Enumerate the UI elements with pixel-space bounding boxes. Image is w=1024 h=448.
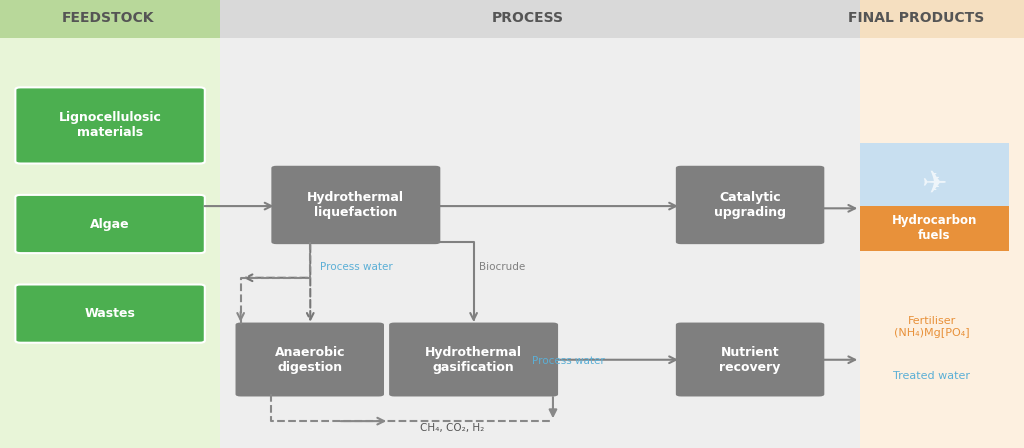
Text: Anaerobic
digestion: Anaerobic digestion [274, 345, 345, 374]
Text: FINAL PRODUCTS: FINAL PRODUCTS [848, 11, 985, 25]
Text: Biocrude: Biocrude [478, 262, 525, 271]
Text: Wastes: Wastes [85, 307, 135, 320]
FancyBboxPatch shape [15, 87, 205, 164]
Bar [860, 143, 1009, 251]
Bar [0, 0, 220, 448]
Text: Algae: Algae [90, 217, 130, 231]
Text: Catalytic
upgrading: Catalytic upgrading [714, 191, 786, 219]
FancyBboxPatch shape [676, 323, 824, 396]
Text: Hydrocarbon
fuels: Hydrocarbon fuels [892, 215, 977, 242]
Bar [860, 143, 1009, 206]
Bar [220, 0, 860, 38]
FancyBboxPatch shape [676, 166, 824, 244]
FancyBboxPatch shape [236, 323, 384, 396]
Bar [860, 0, 1024, 38]
FancyBboxPatch shape [389, 323, 558, 396]
FancyBboxPatch shape [271, 166, 440, 244]
Text: Hydrothermal
liquefaction: Hydrothermal liquefaction [307, 191, 404, 219]
Text: Process water: Process water [319, 262, 393, 271]
Text: Nutrient
recovery: Nutrient recovery [720, 345, 780, 374]
Text: Process water: Process water [531, 356, 605, 366]
Bar [0, 0, 220, 38]
Text: Hydrothermal
gasification: Hydrothermal gasification [425, 345, 522, 374]
Text: Treated water: Treated water [893, 371, 971, 381]
Text: Fertiliser
(NH₄)Mg[PO₄]: Fertiliser (NH₄)Mg[PO₄] [894, 316, 970, 338]
Text: ✈: ✈ [922, 170, 947, 199]
Text: CH₄, CO₂, H₂: CH₄, CO₂, H₂ [420, 423, 484, 433]
Bar [860, 0, 1024, 448]
FancyBboxPatch shape [15, 284, 205, 343]
FancyBboxPatch shape [15, 195, 205, 253]
Text: FEEDSTOCK: FEEDSTOCK [61, 11, 154, 25]
Bar [220, 0, 860, 448]
Text: PROCESS: PROCESS [492, 11, 563, 25]
Text: Lignocellulosic
materials: Lignocellulosic materials [58, 112, 162, 139]
